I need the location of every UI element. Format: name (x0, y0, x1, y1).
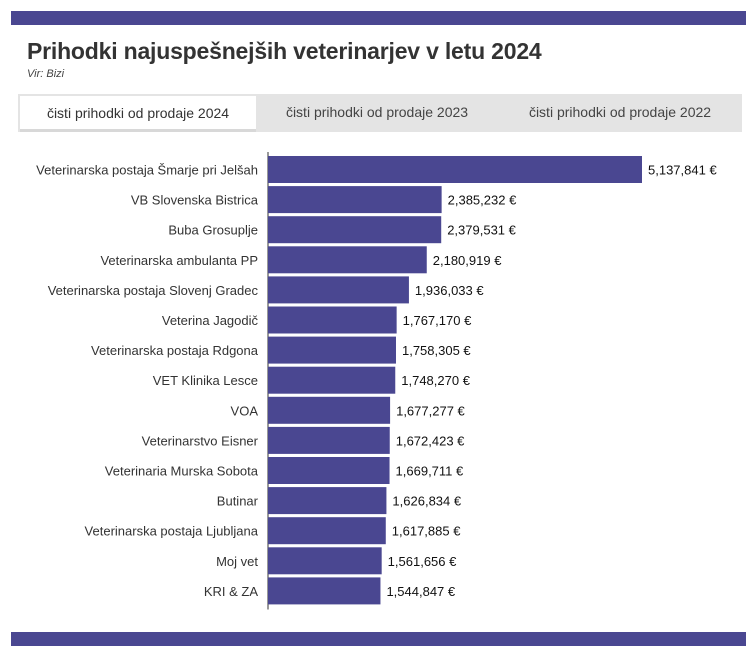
category-label: Veterinarska postaja Rdgona (91, 343, 259, 358)
category-label: Moj vet (216, 554, 258, 569)
category-label: Veterinarska postaja Šmarje pri Jelšah (36, 163, 258, 178)
category-label: Veterinarska postaja Ljubljana (85, 524, 259, 539)
category-label: Butinar (217, 494, 259, 509)
value-label: 1,669,711 € (396, 464, 464, 479)
value-label: 1,617,885 € (392, 524, 461, 539)
value-label: 1,767,170 € (403, 313, 472, 328)
value-label: 5,137,841 € (648, 163, 717, 178)
year-tabs: čisti prihodki od prodaje 2024 čisti pri… (18, 94, 742, 132)
value-label: 2,180,919 € (433, 253, 502, 268)
category-label: Buba Grosuplje (168, 223, 258, 238)
bar[interactable] (268, 306, 397, 334)
value-label: 1,758,305 € (402, 343, 471, 358)
category-label: KRI & ZA (204, 584, 259, 599)
bar[interactable] (268, 336, 396, 364)
bar[interactable] (268, 156, 642, 183)
category-label: VB Slovenska Bistrica (131, 193, 259, 208)
value-label: 1,626,834 € (392, 494, 461, 509)
tab-2022[interactable]: čisti prihodki od prodaje 2022 (528, 104, 712, 120)
bar[interactable] (268, 577, 381, 605)
value-label: 2,379,531 € (447, 223, 516, 238)
tab-2024[interactable]: čisti prihodki od prodaje 2024 (20, 96, 256, 132)
category-label: Veterina Jagodič (162, 313, 259, 328)
chart-source: Vir: Bizi (27, 68, 65, 80)
value-label: 1,672,423 € (396, 433, 465, 448)
value-label: 1,677,277 € (396, 403, 465, 418)
category-label: VOA (231, 403, 259, 418)
bar[interactable] (268, 517, 386, 545)
value-label: 1,561,656 € (388, 554, 457, 569)
bar[interactable] (268, 547, 382, 575)
value-label: 1,748,270 € (401, 373, 470, 388)
bar-chart: Veterinarska postaja Šmarje pri Jelšah 5,… (36, 152, 717, 610)
chart-title: Prihodki najuspešnejših veterinarjev v l… (27, 38, 542, 64)
top-accent-band (11, 11, 746, 25)
bar[interactable] (268, 396, 391, 424)
value-label: 1,936,033 € (415, 283, 484, 298)
bar[interactable] (268, 457, 390, 484)
tab-2023[interactable]: čisti prihodki od prodaje 2023 (285, 104, 469, 120)
bar[interactable] (268, 246, 427, 274)
category-label: Veterinaria Murska Sobota (105, 464, 259, 479)
value-label: 1,544,847 € (386, 584, 455, 599)
category-label: Veterinarstvo Eisner (142, 433, 259, 448)
category-label: VET Klinika Lesce (153, 373, 258, 388)
bar[interactable] (268, 426, 390, 454)
bar[interactable] (268, 487, 387, 515)
bottom-accent-band (11, 632, 746, 646)
bar[interactable] (268, 186, 442, 214)
category-label: Veterinarska ambulanta PP (100, 253, 258, 268)
bar[interactable] (268, 216, 442, 244)
bar[interactable] (268, 276, 409, 304)
category-label: Veterinarska postaja Slovenj Gradec (48, 283, 259, 298)
bar[interactable] (268, 366, 396, 394)
value-label: 2,385,232 € (448, 193, 517, 208)
